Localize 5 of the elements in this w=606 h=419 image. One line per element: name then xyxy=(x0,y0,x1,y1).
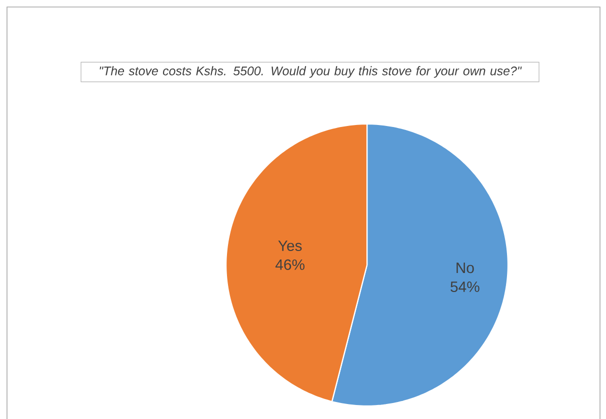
data-label: 54% xyxy=(450,281,480,292)
chart-title: "The stove costs Kshs. 5500. Would you buy this stove for your own use?" xyxy=(100,66,522,78)
slice-label: Yes xyxy=(278,240,302,251)
slice-label: No xyxy=(456,262,474,273)
data-label: 46% xyxy=(275,259,304,270)
